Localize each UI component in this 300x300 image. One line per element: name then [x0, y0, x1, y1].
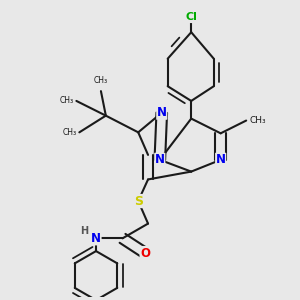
Text: N: N: [91, 232, 101, 245]
Text: N: N: [155, 153, 165, 166]
Text: CH₃: CH₃: [62, 128, 76, 137]
Text: O: O: [140, 247, 150, 260]
Text: CH₃: CH₃: [59, 96, 74, 105]
Text: CH₃: CH₃: [94, 76, 108, 85]
Text: CH₃: CH₃: [249, 116, 266, 125]
Text: H: H: [80, 226, 88, 236]
Text: N: N: [216, 153, 226, 166]
Text: N: N: [157, 106, 167, 119]
Text: S: S: [134, 194, 143, 208]
Text: Cl: Cl: [185, 13, 197, 22]
